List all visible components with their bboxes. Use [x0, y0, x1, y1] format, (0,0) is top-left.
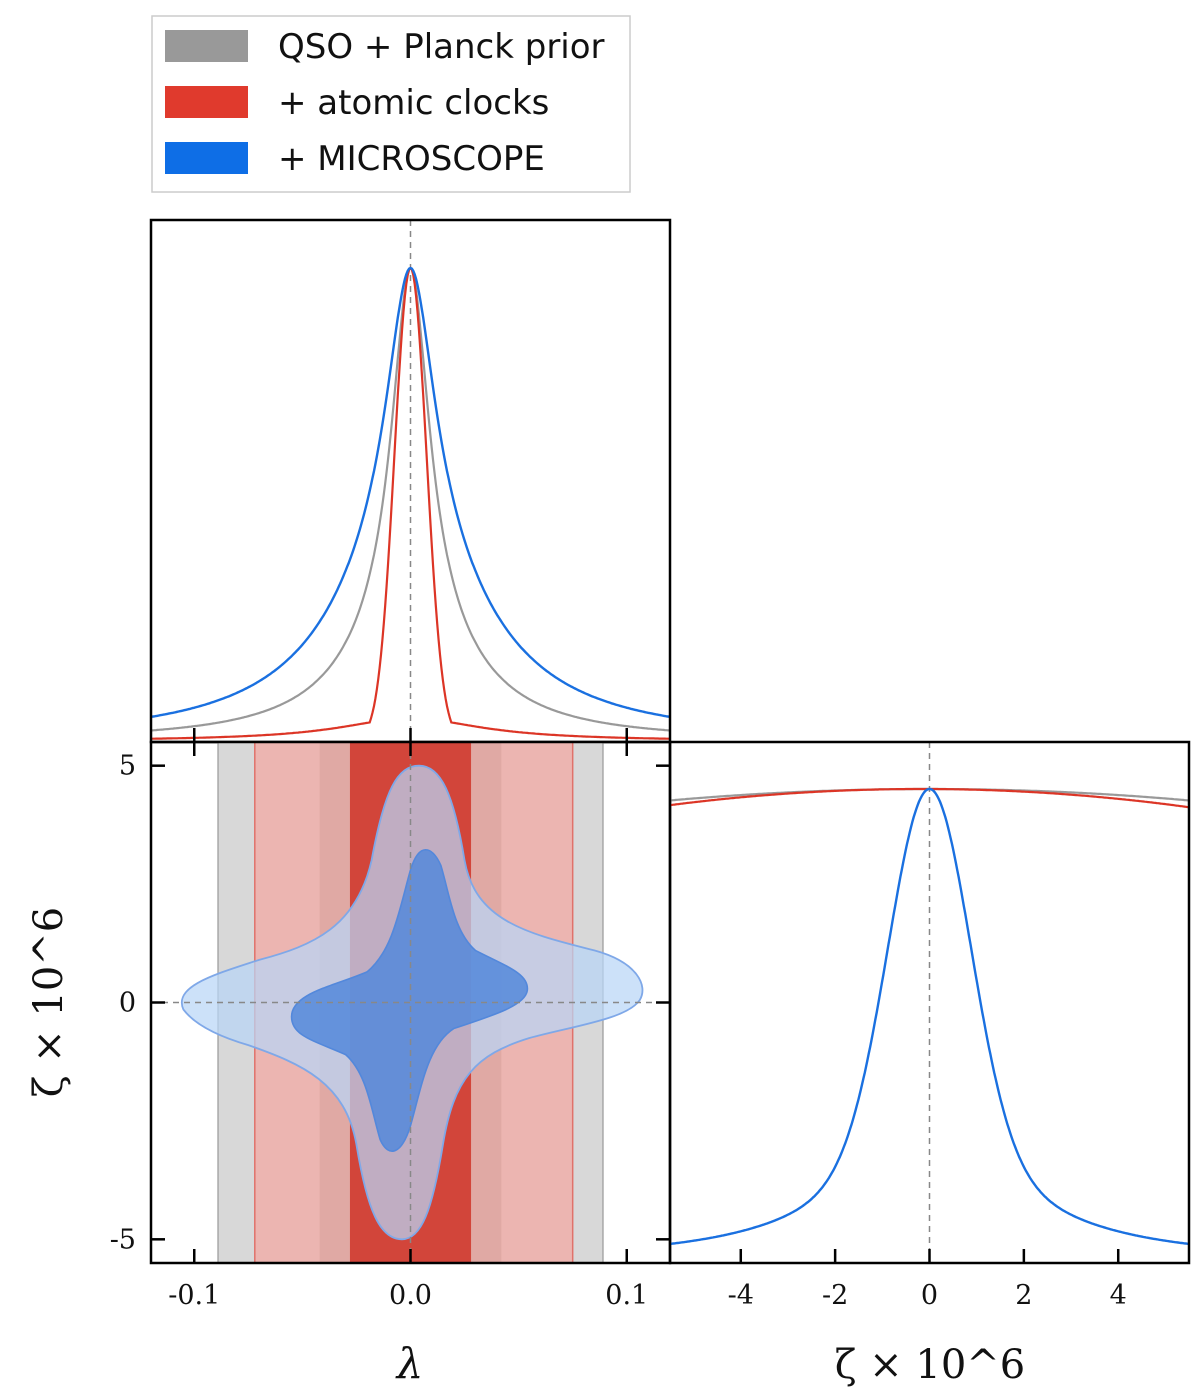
legend-swatch-atomic-clocks — [165, 86, 248, 118]
x-tick-label: 0.0 — [389, 1280, 432, 1311]
x-axis-label-zeta: ζ × 10^6 — [835, 1342, 1026, 1388]
curve-microscope-lambda — [151, 266, 670, 719]
legend: QSO + Planck prior + atomic clocks + MIC… — [151, 15, 631, 193]
top-panel-ticks — [193, 728, 628, 742]
legend-label-atomic-clocks: + atomic clocks — [278, 83, 549, 123]
curve-microscope-zeta — [670, 787, 1189, 1246]
y-axis-label-zeta: ζ × 10^6 — [26, 907, 72, 1098]
y-tick-label: -5 — [110, 1224, 136, 1255]
x-axis-label-lambda: λ — [395, 1339, 424, 1388]
contour-microscope-68 — [290, 849, 529, 1152]
y-tick-label: 0 — [119, 988, 136, 1019]
panel-zeta-marginal: -4 -2 0 2 4 ζ × 10^6 — [668, 740, 1191, 1388]
x-tick-label: 0 — [921, 1280, 938, 1311]
curve-atomic-clocks-lambda — [151, 266, 670, 740]
legend-label-microscope: + MICROSCOPE — [278, 139, 545, 179]
legend-swatch-qso — [165, 30, 248, 62]
x-tick-label: 2 — [1015, 1280, 1032, 1311]
legend-label-qso: QSO + Planck prior — [278, 27, 605, 67]
panel-lambda-marginal — [149, 218, 672, 744]
right-panel-ticks — [739, 1249, 1120, 1263]
right-panel-frame — [668, 740, 1191, 1265]
x-tick-label: -2 — [822, 1280, 848, 1311]
panel-joint: -0.1 0.0 0.1 5 0 -5 λ ζ × 10^6 — [26, 740, 672, 1388]
x-tick-label: -4 — [728, 1280, 754, 1311]
y-tick-label: 5 — [119, 751, 136, 782]
x-tick-label: 0.1 — [605, 1280, 648, 1311]
x-tick-label: 4 — [1110, 1280, 1127, 1311]
legend-swatch-microscope — [165, 142, 248, 174]
x-tick-label: -0.1 — [168, 1280, 220, 1311]
joint-panel-ticks — [151, 742, 670, 1263]
